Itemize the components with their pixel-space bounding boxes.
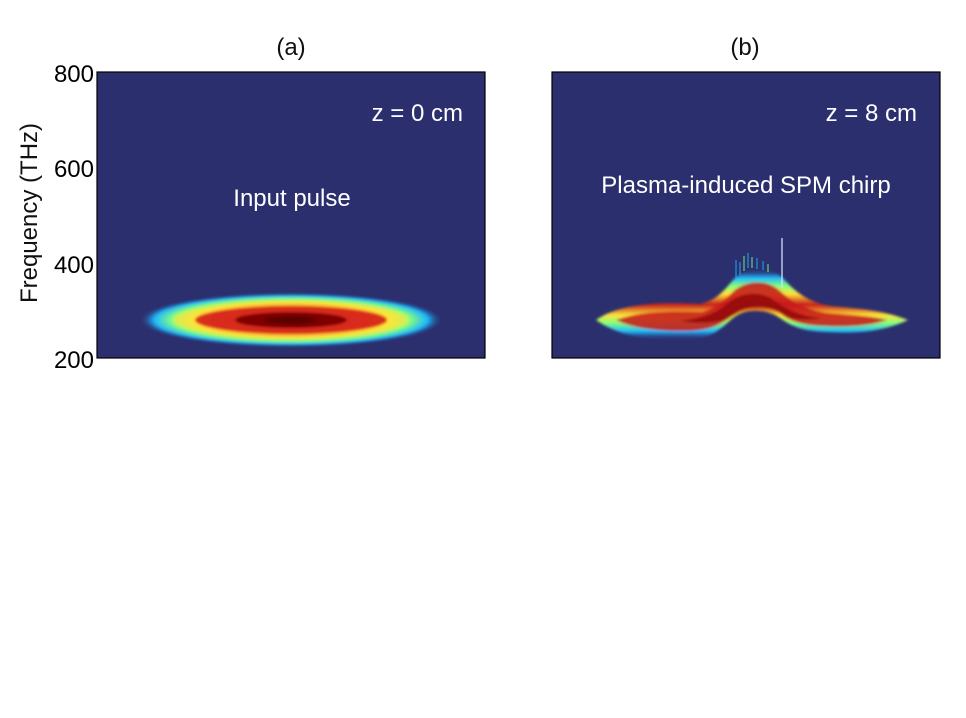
panel-b-spectrum-inner [680, 293, 822, 323]
panel-a-y-tick-400: 400 [54, 252, 94, 279]
panel-a-y-axis-label: Frequency (THz) [16, 123, 43, 303]
panel-b: (b) z = 8 cm Plasma-induced SPM chirp [551, 34, 941, 359]
panel-a-y-tick-600: 600 [54, 156, 94, 183]
panel-a-y-tick-800: 800 [54, 61, 94, 88]
panel-b-z-annotation: z = 8 cm [826, 100, 917, 127]
panel-a-y-axis: 800 600 400 200 [54, 61, 94, 374]
panel-b-label: (b) [730, 34, 759, 61]
panel-b-spectrum [596, 269, 908, 340]
panel-a-label: (a) [276, 34, 305, 61]
panel-a-spectrum [139, 293, 443, 347]
panel-a-input-pulse-annotation: Input pulse [233, 185, 350, 212]
panel-a-y-tick-200: 200 [54, 347, 94, 374]
panel-a-z-annotation: z = 0 cm [372, 100, 463, 127]
panel-b-fine-structure [735, 238, 783, 288]
panel-b-spm-annotation: Plasma-induced SPM chirp [601, 172, 890, 199]
panel-a: (a) 800 600 400 200 Frequency (THz) z = … [16, 34, 486, 374]
